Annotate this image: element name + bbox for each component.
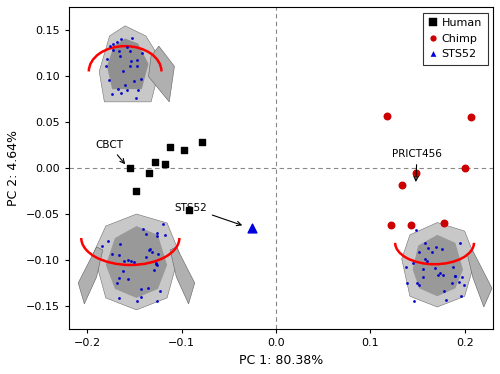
- Point: [248, 225, 256, 231]
- Point: [198, 140, 206, 145]
- Text: CBCT: CBCT: [95, 140, 124, 163]
- Point: [144, 170, 152, 176]
- Point: [126, 165, 134, 171]
- X-axis label: PC 1: 80.38%: PC 1: 80.38%: [238, 354, 323, 367]
- Polygon shape: [94, 214, 180, 310]
- Polygon shape: [170, 247, 194, 304]
- Text: PRICT456: PRICT456: [392, 149, 442, 181]
- Point: [461, 165, 469, 171]
- Polygon shape: [468, 251, 492, 307]
- Point: [180, 147, 188, 153]
- Point: [152, 159, 160, 165]
- Point: [468, 114, 475, 120]
- Point: [384, 113, 392, 119]
- Point: [132, 188, 140, 194]
- Polygon shape: [402, 223, 475, 307]
- Polygon shape: [106, 226, 167, 298]
- Point: [407, 223, 415, 229]
- Point: [440, 221, 448, 227]
- Polygon shape: [148, 46, 174, 102]
- Polygon shape: [412, 235, 463, 296]
- Legend: Human, Chimp, STS52: Human, Chimp, STS52: [422, 12, 488, 65]
- Y-axis label: PC 2: 4.64%: PC 2: 4.64%: [7, 130, 20, 206]
- Point: [166, 144, 174, 150]
- Polygon shape: [78, 247, 102, 304]
- Text: STS52: STS52: [174, 203, 241, 226]
- Polygon shape: [99, 26, 162, 102]
- Point: [387, 223, 395, 229]
- Point: [412, 170, 420, 176]
- Point: [161, 160, 169, 166]
- Point: [186, 207, 194, 213]
- Point: [398, 182, 406, 188]
- Polygon shape: [107, 39, 148, 89]
